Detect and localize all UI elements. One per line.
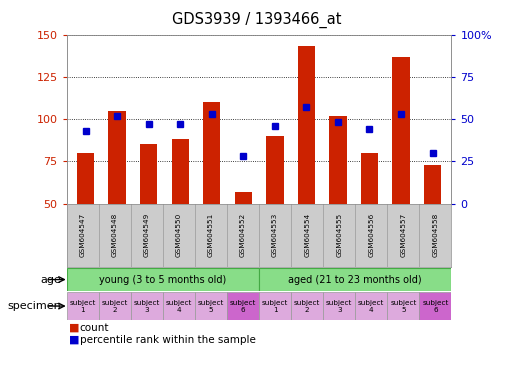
Bar (355, 292, 387, 320)
Bar (67, 292, 98, 320)
Bar (171, 139, 189, 204)
Bar (420, 292, 451, 320)
Text: GSM604547: GSM604547 (80, 213, 86, 257)
Text: GSM604558: GSM604558 (432, 213, 439, 257)
Text: subject
5: subject 5 (198, 300, 224, 313)
Text: subject
6: subject 6 (230, 300, 256, 313)
Text: GDS3939 / 1393466_at: GDS3939 / 1393466_at (172, 12, 341, 28)
Text: subject
6: subject 6 (422, 300, 448, 313)
Text: GSM604557: GSM604557 (400, 213, 406, 257)
Text: subject
3: subject 3 (326, 300, 352, 313)
Text: subject
5: subject 5 (390, 300, 417, 313)
Bar (131, 292, 163, 320)
Text: GSM604554: GSM604554 (304, 213, 310, 257)
Bar (163, 292, 195, 320)
Bar (259, 292, 291, 320)
Bar (323, 292, 355, 320)
Text: subject
1: subject 1 (262, 300, 288, 313)
Text: GSM604548: GSM604548 (112, 213, 118, 257)
Bar (108, 111, 126, 204)
Bar (140, 144, 157, 204)
Text: subject
1: subject 1 (70, 300, 96, 313)
Bar (392, 56, 410, 204)
Text: aged (21 to 23 months old): aged (21 to 23 months old) (288, 275, 422, 285)
Text: GSM604550: GSM604550 (176, 213, 182, 257)
Text: GSM604556: GSM604556 (368, 213, 374, 257)
Bar (195, 292, 227, 320)
Text: GSM604553: GSM604553 (272, 213, 278, 257)
Text: age: age (41, 275, 62, 285)
Text: GSM604552: GSM604552 (240, 213, 246, 257)
Text: count: count (80, 323, 109, 333)
Bar (424, 165, 441, 204)
Text: subject
4: subject 4 (166, 300, 192, 313)
Text: young (3 to 5 months old): young (3 to 5 months old) (99, 275, 227, 285)
Text: subject
2: subject 2 (102, 300, 128, 313)
Text: subject
4: subject 4 (358, 300, 384, 313)
Bar (266, 136, 284, 204)
Bar (234, 192, 252, 204)
Bar (298, 46, 315, 204)
Bar (227, 292, 259, 320)
Text: subject
2: subject 2 (294, 300, 320, 313)
Bar (291, 292, 323, 320)
Bar (387, 292, 420, 320)
Text: subject
3: subject 3 (134, 300, 160, 313)
Text: percentile rank within the sample: percentile rank within the sample (80, 335, 255, 345)
Bar (203, 102, 221, 204)
Text: specimen: specimen (8, 301, 62, 311)
Text: GSM604551: GSM604551 (208, 213, 214, 257)
Text: GSM604555: GSM604555 (336, 213, 342, 257)
Bar (329, 116, 347, 204)
Bar (98, 292, 131, 320)
Text: ■: ■ (69, 323, 80, 333)
Text: GSM604549: GSM604549 (144, 213, 150, 257)
Bar (67, 268, 259, 291)
Bar (361, 153, 378, 204)
Text: ■: ■ (69, 335, 80, 345)
Bar (77, 153, 94, 204)
Bar (259, 268, 451, 291)
